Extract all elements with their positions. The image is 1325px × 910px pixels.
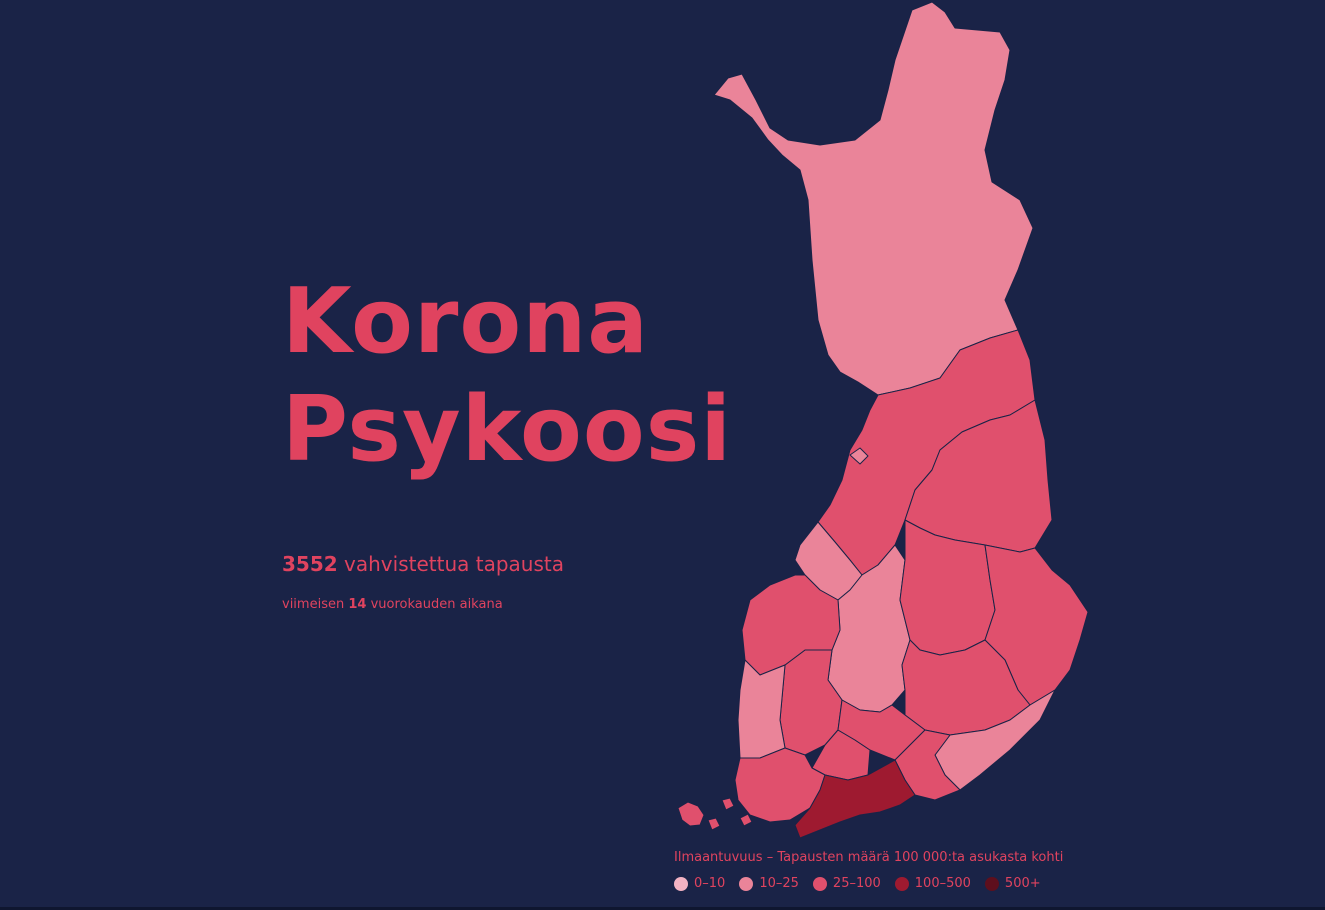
finland-map [677, 1, 1089, 839]
title-line-1: Korona [282, 269, 650, 374]
confirmed-label: vahvistettua tapausta [344, 552, 564, 576]
bottom-rule [0, 907, 1325, 910]
region-ahvenanmaa[interactable] [677, 801, 705, 827]
legend-swatch-500-plus [984, 877, 999, 891]
legend-item-100-500: 100–500 [894, 875, 971, 893]
legend-label-25-100: 25–100 [832, 876, 881, 891]
region-ahvenanmaa-islet[interactable] [707, 817, 721, 831]
legend-label-0-10: 0–10 [694, 876, 726, 891]
legend-swatch-100-500 [894, 877, 909, 891]
region-kymenlaakso[interactable] [894, 729, 961, 801]
legend-item-10-25: 10–25 [739, 875, 799, 893]
legend-item-500-plus: 500+ [984, 875, 1041, 893]
legend-swatch-0-10 [674, 877, 688, 891]
archipelago-islet [849, 447, 869, 465]
region-pohjois-karjala[interactable] [984, 544, 1089, 706]
period-prefix: viimeisen [282, 597, 345, 612]
period-suffix: vuorokauden aikana [370, 597, 503, 612]
legend-label-500-plus: 500+ [1004, 876, 1041, 891]
region-uusimaa[interactable] [794, 759, 916, 839]
legend-label-100-500: 100–500 [914, 876, 971, 891]
legend: 0–10 10–25 25–100 100–500 500+ [674, 875, 1055, 893]
page-title: Korona Psykoosi [282, 268, 732, 484]
confirmed-count: 3552 [282, 552, 338, 576]
legend-swatch-25-100 [812, 877, 827, 891]
title-line-2: Psykoosi [282, 377, 733, 482]
legend-swatch-10-25 [739, 877, 754, 891]
confirmed-cases: 3552 vahvistettua tapausta [282, 550, 564, 578]
archipelago-islet [721, 797, 735, 811]
archipelago-islet [739, 813, 753, 827]
legend-item-0-10: 0–10 [674, 875, 725, 893]
region-satakunta-coast[interactable] [737, 659, 786, 759]
period-text: viimeisen 14 vuorokauden aikana [282, 596, 503, 614]
legend-title: Ilmaantuvuus – Tapausten määrä 100 000:t… [674, 850, 1064, 865]
period-days: 14 [348, 597, 367, 612]
legend-label-10-25: 10–25 [759, 876, 799, 891]
region-lapland[interactable] [713, 1, 1034, 396]
legend-item-25-100: 25–100 [812, 875, 881, 893]
